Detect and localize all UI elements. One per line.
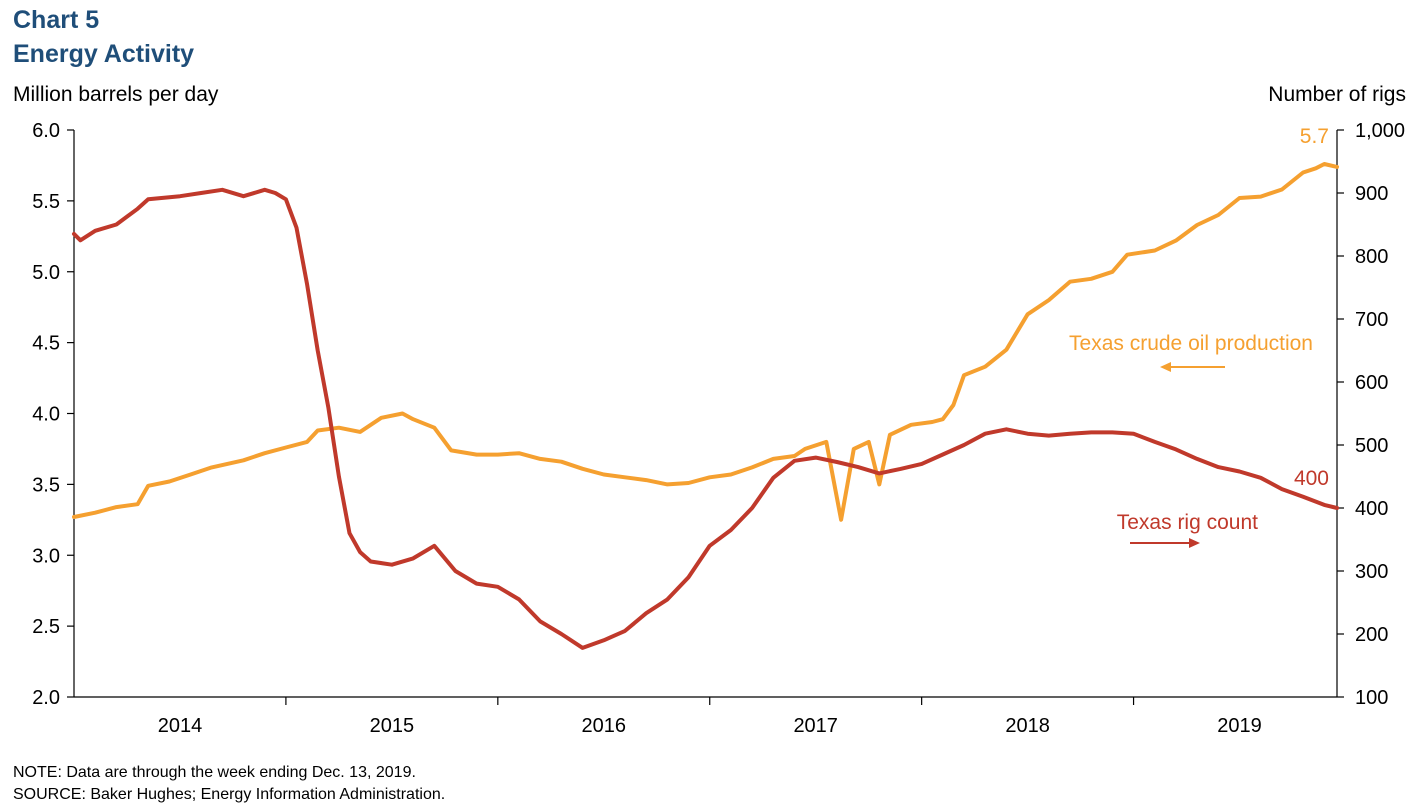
x-tick-label: 2015 bbox=[370, 715, 415, 737]
right-tick-label: 100 bbox=[1355, 687, 1388, 709]
right-tick-label: 200 bbox=[1355, 624, 1388, 646]
left-tick-label: 3.0 bbox=[32, 545, 60, 567]
right-tick-label: 700 bbox=[1355, 309, 1388, 331]
oil-end-value-label: 5.7 bbox=[1300, 125, 1329, 148]
left-tick-label: 3.5 bbox=[32, 474, 60, 496]
axes: 2.02.53.03.54.04.55.05.56.01002003004005… bbox=[32, 120, 1405, 737]
right-tick-label: 800 bbox=[1355, 246, 1388, 268]
footnote-note: NOTE: Data are through the week ending D… bbox=[13, 764, 416, 781]
x-tick-label: 2014 bbox=[158, 715, 203, 737]
right-tick-label: 1,000 bbox=[1355, 120, 1405, 142]
oil-production-line bbox=[72, 162, 1339, 522]
chart-title: Energy Activity bbox=[13, 40, 195, 68]
right-tick-label: 400 bbox=[1355, 498, 1388, 520]
left-tick-label: 5.5 bbox=[32, 191, 60, 213]
x-tick-label: 2016 bbox=[582, 715, 627, 737]
x-tick-label: 2017 bbox=[793, 715, 838, 737]
rig-count-line bbox=[72, 187, 1339, 650]
oil-series-label: Texas crude oil production bbox=[1069, 332, 1313, 355]
annotations: 5.7 400 Texas crude oil production Texas ri… bbox=[1069, 125, 1329, 548]
oil-arrow-head bbox=[1160, 362, 1171, 372]
series-lines bbox=[72, 162, 1339, 650]
left-tick-label: 6.0 bbox=[32, 120, 60, 142]
left-tick-label: 2.0 bbox=[32, 687, 60, 709]
right-tick-label: 900 bbox=[1355, 183, 1388, 205]
chart-number: Chart 5 bbox=[13, 6, 100, 34]
footnote-source: SOURCE: Baker Hughes; Energy Information… bbox=[13, 786, 446, 803]
left-tick-label: 2.5 bbox=[32, 616, 60, 638]
rig-end-value-label: 400 bbox=[1294, 467, 1329, 490]
right-tick-label: 600 bbox=[1355, 372, 1388, 394]
right-tick-label: 300 bbox=[1355, 561, 1388, 583]
right-axis-label: Number of rigs bbox=[1268, 83, 1406, 106]
rig-series-label: Texas rig count bbox=[1117, 511, 1258, 534]
left-tick-label: 4.0 bbox=[32, 404, 60, 426]
left-axis-label: Million barrels per day bbox=[13, 83, 219, 106]
rig-arrow-head bbox=[1189, 538, 1200, 548]
left-tick-label: 5.0 bbox=[32, 262, 60, 284]
left-tick-label: 4.5 bbox=[32, 333, 60, 355]
right-tick-label: 500 bbox=[1355, 435, 1388, 457]
x-tick-label: 2019 bbox=[1217, 715, 1262, 737]
x-tick-label: 2018 bbox=[1005, 715, 1050, 737]
